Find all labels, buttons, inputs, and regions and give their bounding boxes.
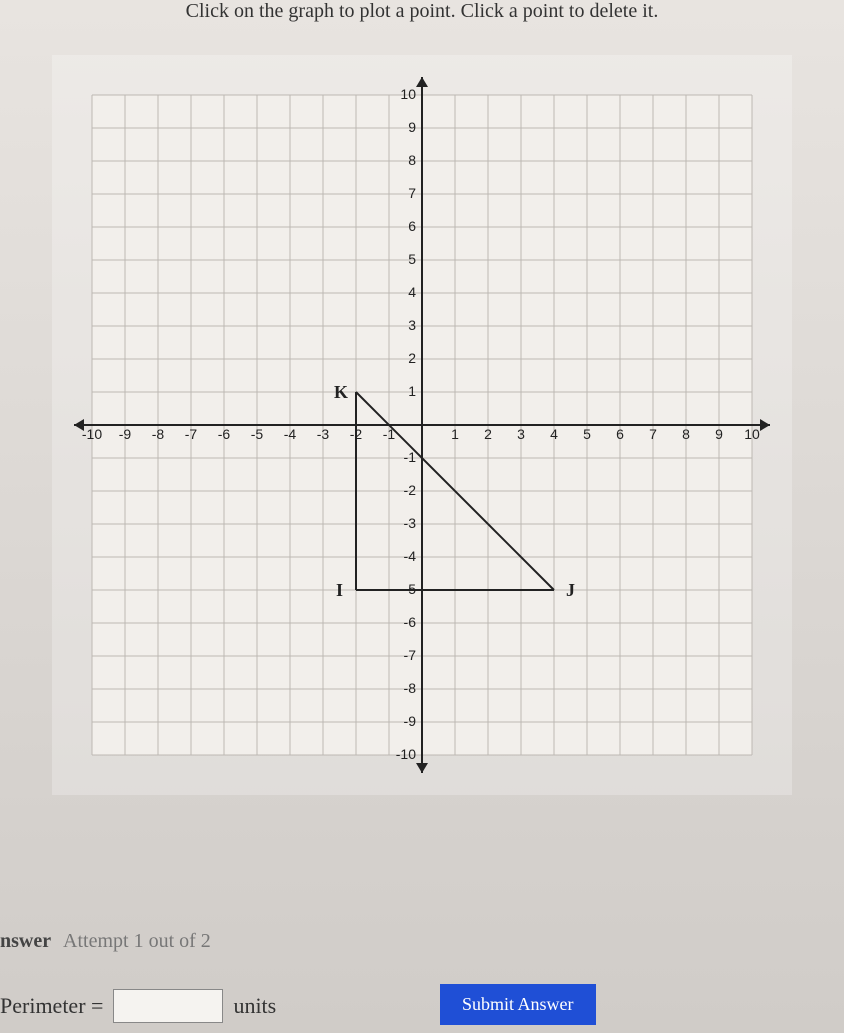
svg-text:K: K: [334, 382, 348, 402]
svg-text:9: 9: [408, 119, 416, 135]
svg-text:-7: -7: [404, 647, 417, 663]
svg-text:10: 10: [744, 426, 760, 442]
svg-text:-6: -6: [404, 614, 417, 630]
svg-text:-3: -3: [317, 426, 330, 442]
svg-text:5: 5: [583, 426, 591, 442]
svg-text:-6: -6: [218, 426, 231, 442]
perimeter-units: units: [233, 993, 276, 1019]
svg-text:7: 7: [649, 426, 657, 442]
svg-text:-5: -5: [251, 426, 264, 442]
svg-text:J: J: [566, 580, 575, 600]
svg-text:5: 5: [408, 251, 416, 267]
svg-text:8: 8: [408, 152, 416, 168]
svg-text:-9: -9: [404, 713, 417, 729]
svg-text:8: 8: [682, 426, 690, 442]
svg-text:-8: -8: [404, 680, 417, 696]
svg-text:1: 1: [408, 383, 416, 399]
svg-text:3: 3: [408, 317, 416, 333]
instruction-text: Click on the graph to plot a point. Clic…: [0, 0, 844, 23]
svg-text:4: 4: [408, 284, 416, 300]
svg-text:3: 3: [517, 426, 525, 442]
svg-text:-10: -10: [396, 746, 416, 762]
svg-text:4: 4: [550, 426, 558, 442]
svg-text:-7: -7: [185, 426, 198, 442]
svg-text:-9: -9: [119, 426, 132, 442]
svg-text:-8: -8: [152, 426, 165, 442]
svg-text:-10: -10: [82, 426, 102, 442]
svg-text:I: I: [336, 580, 343, 600]
coordinate-graph[interactable]: -10-9-8-7-6-5-4-3-2-112345678910-10-9-8-…: [52, 55, 792, 795]
svg-text:6: 6: [616, 426, 624, 442]
svg-text:-4: -4: [404, 548, 417, 564]
perimeter-label: Perimeter =: [0, 993, 103, 1019]
svg-text:7: 7: [408, 185, 416, 201]
attempt-text: Attempt 1 out of 2: [63, 930, 211, 952]
svg-text:6: 6: [408, 218, 416, 234]
svg-text:-2: -2: [404, 482, 417, 498]
svg-text:1: 1: [451, 426, 459, 442]
svg-text:-4: -4: [284, 426, 297, 442]
answer-label: nswer: [0, 930, 51, 952]
svg-text:2: 2: [484, 426, 492, 442]
perimeter-row: Perimeter = units: [0, 989, 276, 1023]
perimeter-input[interactable]: [113, 989, 223, 1023]
svg-text:2: 2: [408, 350, 416, 366]
submit-answer-button[interactable]: Submit Answer: [440, 984, 596, 1025]
svg-text:9: 9: [715, 426, 723, 442]
svg-text:-3: -3: [404, 515, 417, 531]
answer-section: nswer Attempt 1 out of 2: [0, 930, 211, 953]
svg-text:10: 10: [400, 86, 416, 102]
